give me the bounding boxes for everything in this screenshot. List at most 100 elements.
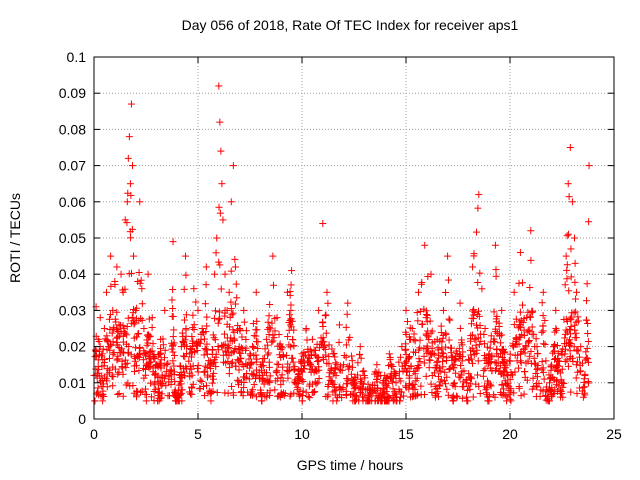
data-point <box>194 361 202 369</box>
data-point <box>436 364 444 372</box>
data-point <box>417 382 425 390</box>
data-point <box>338 366 346 374</box>
data-point <box>147 348 155 356</box>
data-point <box>561 334 569 342</box>
data-point <box>110 349 118 357</box>
data-point <box>552 381 560 389</box>
data-point <box>358 379 366 387</box>
data-point <box>585 379 593 387</box>
data-point <box>558 365 566 373</box>
data-point <box>571 321 579 329</box>
data-point <box>229 162 237 170</box>
data-point <box>353 393 361 401</box>
data-point <box>570 309 578 317</box>
data-point <box>300 348 308 356</box>
data-point <box>510 288 518 296</box>
data-point <box>356 350 364 358</box>
data-point <box>455 345 463 353</box>
data-point <box>510 321 518 329</box>
data-point <box>265 358 273 366</box>
data-point <box>344 299 352 307</box>
data-point <box>526 313 534 321</box>
data-point <box>412 377 420 385</box>
data-point <box>333 360 341 368</box>
data-point <box>107 282 115 290</box>
data-point <box>268 319 276 327</box>
data-point <box>181 372 189 380</box>
data-point <box>249 342 257 350</box>
data-point <box>556 369 564 377</box>
data-point <box>538 328 546 336</box>
data-point <box>238 333 246 341</box>
data-point <box>490 308 498 316</box>
data-point <box>240 318 248 326</box>
data-point <box>446 365 454 373</box>
data-point <box>289 336 297 344</box>
data-point <box>334 393 342 401</box>
data-point <box>467 373 475 381</box>
data-point <box>117 327 125 335</box>
data-point <box>426 356 434 364</box>
data-point <box>428 344 436 352</box>
data-point <box>505 383 513 391</box>
x-tick-label: 5 <box>194 426 202 442</box>
data-point <box>149 352 157 360</box>
data-point <box>428 389 436 397</box>
data-point <box>416 336 424 344</box>
data-point <box>351 397 359 405</box>
data-point <box>427 380 435 388</box>
data-point <box>235 366 243 374</box>
data-point <box>527 256 535 264</box>
data-point <box>469 393 477 401</box>
data-point <box>439 350 447 358</box>
data-point <box>109 350 117 358</box>
data-point <box>130 389 138 397</box>
data-point <box>335 383 343 391</box>
data-point <box>284 360 292 368</box>
data-point <box>345 362 353 370</box>
data-point <box>349 390 357 398</box>
data-point <box>561 350 569 358</box>
data-point <box>169 348 177 356</box>
data-point <box>564 362 572 370</box>
data-point <box>135 367 143 375</box>
data-point <box>320 338 328 346</box>
data-point <box>138 300 146 308</box>
data-point <box>107 252 115 260</box>
data-point <box>178 386 186 394</box>
data-point <box>247 351 255 359</box>
data-point <box>168 339 176 347</box>
data-point <box>530 330 538 338</box>
data-point <box>240 306 248 314</box>
data-point <box>468 344 476 352</box>
data-point <box>437 328 445 336</box>
data-point <box>387 361 395 369</box>
data-point <box>385 397 393 405</box>
data-point <box>402 328 410 336</box>
data-point <box>481 356 489 364</box>
data-point <box>469 315 477 323</box>
data-point <box>128 162 136 170</box>
data-point <box>134 330 142 338</box>
grid <box>94 57 614 419</box>
data-point <box>315 344 323 352</box>
data-points <box>90 82 593 405</box>
data-point <box>527 227 535 235</box>
data-point <box>290 326 298 334</box>
data-point <box>304 392 312 400</box>
data-point <box>342 353 350 361</box>
data-point <box>106 311 114 319</box>
data-point <box>474 307 482 315</box>
data-point <box>411 337 419 345</box>
data-point <box>118 357 126 365</box>
data-point <box>208 372 216 380</box>
data-point <box>253 326 261 334</box>
data-point <box>119 286 127 294</box>
data-point <box>144 270 152 278</box>
data-point <box>142 362 150 370</box>
data-point <box>232 362 240 370</box>
data-point <box>138 285 146 293</box>
data-point <box>311 388 319 396</box>
data-point <box>217 285 225 293</box>
data-point <box>117 270 125 278</box>
